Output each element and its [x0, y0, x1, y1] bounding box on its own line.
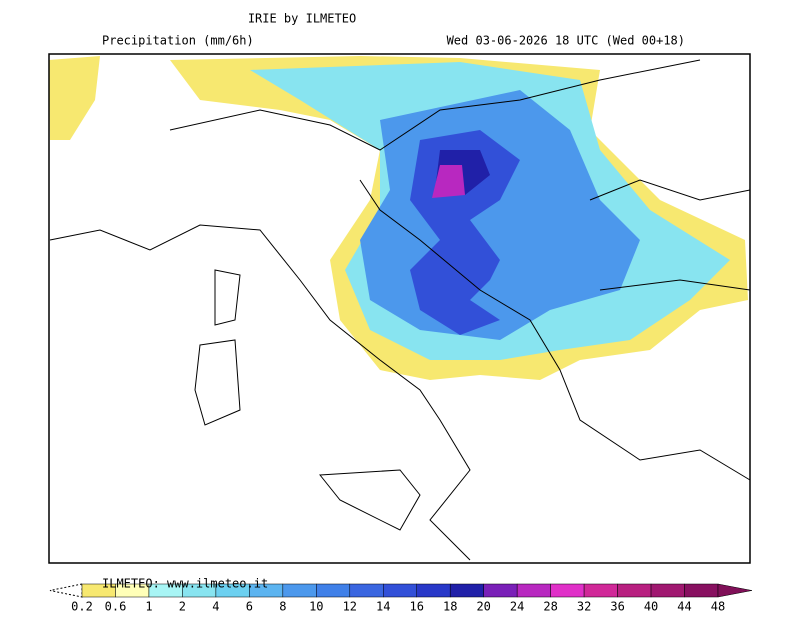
colorbar-label: 36 [610, 600, 624, 614]
colorbar-label: 1 [145, 600, 152, 614]
colorbar-label: 40 [644, 600, 658, 614]
colorbar-segment [449, 583, 484, 598]
colorbar-label: 12 [343, 600, 357, 614]
colorbar-segment [316, 583, 351, 598]
colorbar-segment [282, 583, 317, 598]
colorbar-segment [550, 583, 585, 598]
colorbar-label: 18 [443, 600, 457, 614]
colorbar-label: 28 [543, 600, 557, 614]
colorbar-label: 44 [677, 600, 691, 614]
map [48, 53, 751, 564]
colorbar-label: 16 [410, 600, 424, 614]
colorbar-end [49, 583, 83, 598]
colorbar-label: 32 [577, 600, 591, 614]
colorbar-segment [383, 583, 417, 598]
subtitle-left: Precipitation (mm/6h) [102, 34, 254, 48]
colorbar-segment [416, 583, 451, 598]
colorbar-segment [483, 583, 518, 598]
colorbar-label: 24 [510, 600, 524, 614]
subtitle-right: Wed 03-06-2026 18 UTC (Wed 00+18) [447, 34, 685, 48]
precip-area [49, 56, 100, 140]
colorbar-segment [650, 583, 685, 598]
colorbar-label: 0.6 [105, 600, 127, 614]
colorbar-segment [617, 583, 652, 598]
colorbar-label: 14 [376, 600, 390, 614]
map-frame [48, 53, 751, 564]
coastlines [49, 59, 751, 561]
colorbar-label: 4 [212, 600, 219, 614]
colorbar-label: 10 [309, 600, 323, 614]
colorbar-label: 20 [476, 600, 490, 614]
colorbar-segment [516, 583, 551, 598]
colorbar-label: 2 [179, 600, 186, 614]
title: IRIE by ILMETEO [248, 12, 356, 26]
colorbar-label: 0.2 [71, 600, 93, 614]
precip-area [432, 165, 465, 198]
watermark: ILMETEO: www.ilmeteo.it [102, 577, 268, 591]
colorbar-segment [349, 583, 384, 598]
colorbar-label: 6 [246, 600, 253, 614]
colorbar-end [717, 583, 753, 598]
colorbar-label: 8 [279, 600, 286, 614]
colorbar: 0.2 0.6 1 2 4 6 8 10 12 14 16 18 20 24 28 32 36 40 44 48 [49, 583, 753, 614]
colorbar-segment [583, 583, 618, 598]
colorbar-segment [684, 583, 719, 598]
colorbar-label: 48 [711, 600, 725, 614]
